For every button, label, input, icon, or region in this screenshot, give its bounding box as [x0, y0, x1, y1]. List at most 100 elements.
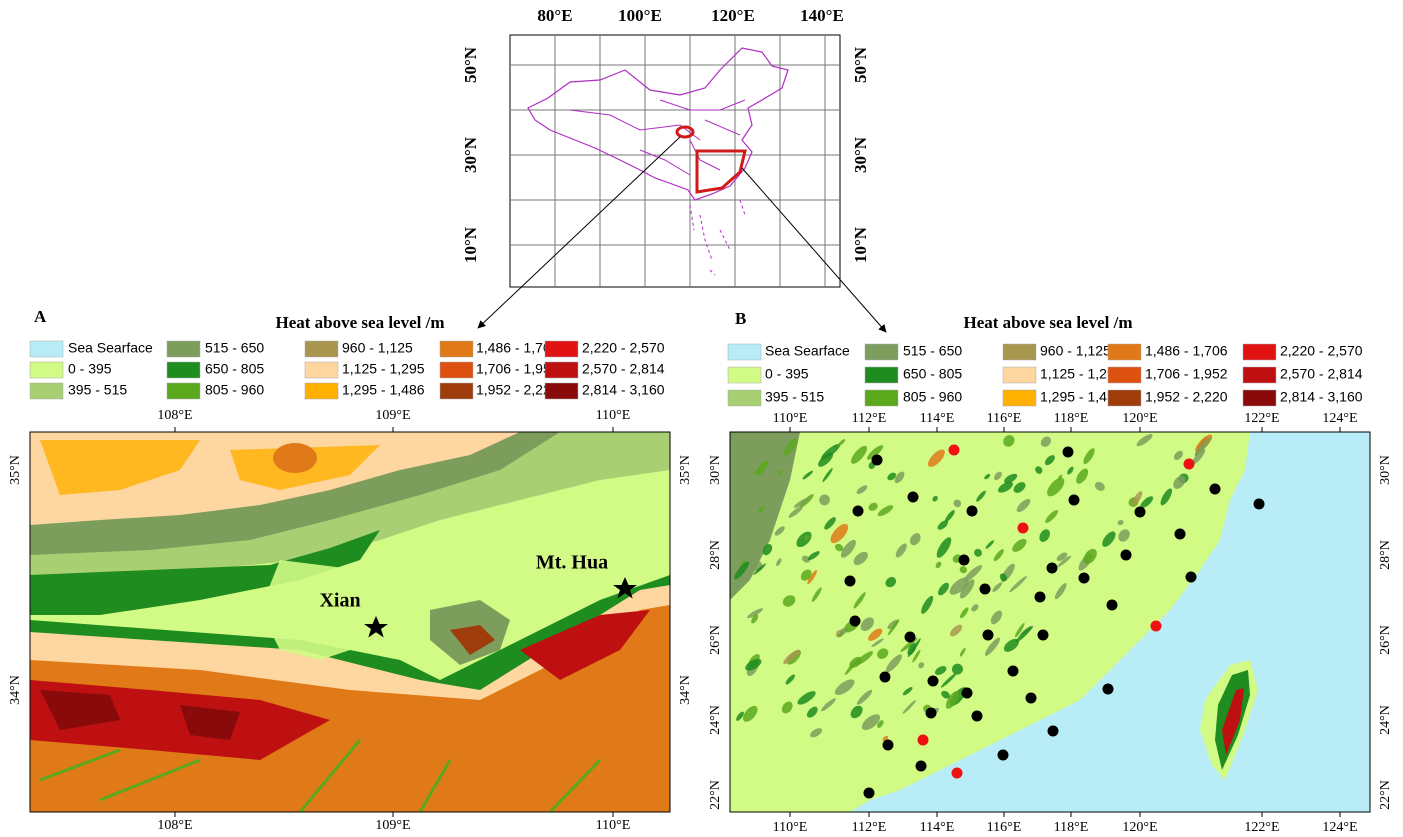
x-tick-label: 118°E	[1054, 820, 1089, 835]
station	[1175, 529, 1186, 540]
station	[853, 506, 864, 517]
legend-label: 1,125 - 1,295	[342, 361, 425, 377]
x-tick-label: 100°E	[618, 6, 662, 25]
legend-label: 960 - 1,125	[342, 340, 413, 356]
station	[980, 584, 991, 595]
station	[872, 455, 883, 466]
station	[972, 711, 983, 722]
legend-swatch	[865, 344, 898, 360]
legend-swatch	[865, 367, 898, 383]
x-tick-label: 112°E	[852, 411, 887, 426]
x-tick-label: 122°E	[1244, 411, 1279, 426]
y-tick-label: 26°N	[708, 625, 723, 655]
place-label: Mt. Hua	[536, 552, 608, 574]
legend-swatch	[30, 383, 63, 399]
legend-swatch	[305, 383, 338, 399]
y-tick-label: 34°N	[678, 675, 693, 705]
legend-swatch	[30, 341, 63, 357]
x-tick-label: 109°E	[375, 818, 410, 833]
legend-label: 0 - 395	[765, 366, 809, 382]
y-tick-label: 30°N	[461, 136, 480, 173]
station	[1186, 572, 1197, 583]
y-tick-label: 35°N	[8, 455, 23, 485]
station	[1079, 573, 1090, 584]
legend-swatch	[440, 362, 473, 378]
legend-swatch	[1243, 367, 1276, 383]
x-tick-label: 120°E	[1122, 411, 1157, 426]
station	[1008, 666, 1019, 677]
legend-swatch	[728, 367, 761, 383]
x-tick-label: 112°E	[852, 820, 887, 835]
legend-label: 395 - 515	[765, 389, 824, 405]
legend-swatch	[1243, 344, 1276, 360]
panel-a-map	[30, 432, 670, 812]
legend-swatch	[30, 362, 63, 378]
x-tick-label: 116°E	[987, 411, 1022, 426]
legend-swatch	[545, 341, 578, 357]
station	[998, 750, 1009, 761]
legend-swatch	[545, 362, 578, 378]
y-tick-label: 28°N	[708, 540, 723, 570]
x-tick-label: 114°E	[920, 411, 955, 426]
x-tick-label: 118°E	[1054, 411, 1089, 426]
y-tick-label: 26°N	[1378, 625, 1393, 655]
panel-label: B	[735, 309, 746, 328]
legend-label: Sea Searface	[68, 340, 153, 356]
station	[1035, 592, 1046, 603]
legend-swatch	[1108, 390, 1141, 406]
x-tick-label: 120°E	[1122, 820, 1157, 835]
legend-swatch	[545, 383, 578, 399]
station	[883, 740, 894, 751]
y-tick-label: 22°N	[708, 780, 723, 810]
station	[1063, 447, 1074, 458]
y-tick-label: 50°N	[461, 46, 480, 83]
y-tick-label: 34°N	[8, 675, 23, 705]
station	[1254, 499, 1265, 510]
station	[850, 616, 861, 627]
legend-label: 650 - 805	[903, 366, 962, 382]
station	[1184, 459, 1195, 470]
station	[959, 555, 970, 566]
y-tick-label: 30°N	[1378, 455, 1393, 485]
legend-label: 515 - 650	[205, 340, 264, 356]
x-tick-label: 108°E	[157, 408, 192, 423]
station	[967, 506, 978, 517]
y-tick-label: 30°N	[708, 455, 723, 485]
x-tick-label: 124°E	[1322, 411, 1357, 426]
legend-swatch	[440, 341, 473, 357]
station	[918, 735, 929, 746]
legend-label: 2,220 - 2,570	[1280, 343, 1363, 359]
y-tick-label: 24°N	[1378, 705, 1393, 735]
x-tick-label: 124°E	[1322, 820, 1357, 835]
y-tick-label: 35°N	[678, 455, 693, 485]
station	[1151, 621, 1162, 632]
station	[1069, 495, 1080, 506]
figure: A Heat above sea level /m B Heat above s…	[0, 0, 1403, 837]
panel-b-map	[730, 432, 1370, 812]
x-tick-label: 110°E	[596, 408, 631, 423]
legend-swatch	[1003, 367, 1036, 383]
legend-swatch	[1003, 344, 1036, 360]
legend-label: 2,570 - 2,814	[1280, 366, 1363, 382]
legend-label: 805 - 960	[903, 389, 962, 405]
station	[949, 445, 960, 456]
station	[926, 708, 937, 719]
y-tick-label: 10°N	[851, 226, 870, 263]
legend-label: Sea Searface	[765, 343, 850, 359]
legend-label: 805 - 960	[205, 382, 264, 398]
station	[928, 676, 939, 687]
legend-swatch	[167, 383, 200, 399]
legend-swatch	[305, 341, 338, 357]
x-tick-label: 120°E	[711, 6, 755, 25]
legend-label: 515 - 650	[903, 343, 962, 359]
legend-title: Heat above sea level /m	[963, 313, 1132, 332]
legend-label: 2,814 - 3,160	[1280, 389, 1363, 405]
x-tick-label: 140°E	[800, 6, 844, 25]
station	[962, 688, 973, 699]
station	[845, 576, 856, 587]
station	[1048, 726, 1059, 737]
x-tick-label: 110°E	[596, 818, 631, 833]
station	[983, 630, 994, 641]
station	[880, 672, 891, 683]
panel-label: A	[34, 307, 47, 326]
